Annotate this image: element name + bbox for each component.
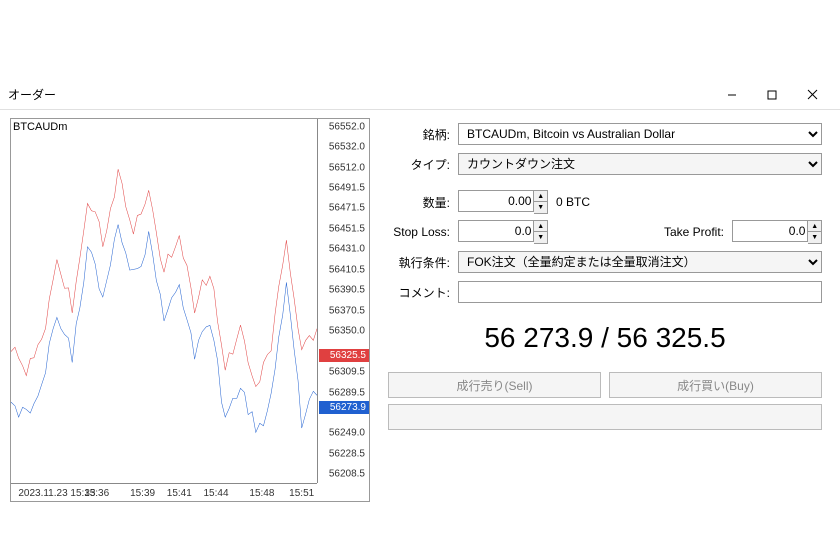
bottom-bar-button[interactable] [388, 404, 822, 430]
stop-loss-input[interactable] [458, 220, 534, 242]
comment-label: コメント: [388, 284, 458, 301]
volume-unit: 0 BTC [556, 195, 590, 209]
volume-down-button[interactable]: ▼ [534, 202, 547, 213]
price-chart: BTCAUDm 56552.056532.056512.056491.55647… [10, 118, 370, 502]
sl-up-button[interactable]: ▲ [534, 221, 547, 232]
ask-price-tag: 56325.5 [319, 349, 369, 362]
sell-button[interactable]: 成行売り(Sell) [388, 372, 601, 398]
execution-select[interactable]: FOK注文（全量約定または全量取消注文） [458, 251, 822, 273]
bid-ask-price-display: 56 273.9 / 56 325.5 [388, 322, 822, 354]
symbol-select[interactable]: BTCAUDm, Bitcoin vs Australian Dollar [458, 123, 822, 145]
volume-up-button[interactable]: ▲ [534, 191, 547, 202]
sl-label: Stop Loss: [388, 225, 458, 239]
chart-x-axis: 2023.11.23 15:3315:3615:3915:4115:4415:4… [11, 483, 317, 501]
order-form: 銘柄: BTCAUDm, Bitcoin vs Australian Dolla… [380, 118, 830, 502]
tp-label: Take Profit: [664, 225, 724, 239]
minimize-button[interactable] [712, 81, 752, 109]
order-type-select[interactable]: カウントダウン注文 [458, 153, 822, 175]
close-button[interactable] [792, 81, 832, 109]
tp-up-button[interactable]: ▲ [808, 221, 821, 232]
bid-price-tag: 56273.9 [319, 401, 369, 414]
window-title: オーダー [8, 86, 712, 103]
buy-button[interactable]: 成行買い(Buy) [609, 372, 822, 398]
maximize-button[interactable] [752, 81, 792, 109]
chart-symbol-label: BTCAUDm [13, 121, 67, 133]
volume-label: 数量: [388, 194, 458, 211]
chart-y-axis: 56552.056532.056512.056491.556471.556451… [317, 119, 369, 483]
sl-down-button[interactable]: ▼ [534, 232, 547, 243]
volume-input[interactable] [458, 190, 534, 212]
exec-label: 執行条件: [388, 254, 458, 271]
type-label: タイプ: [388, 156, 458, 173]
tp-down-button[interactable]: ▼ [808, 232, 821, 243]
symbol-label: 銘柄: [388, 126, 458, 143]
take-profit-input[interactable] [732, 220, 808, 242]
comment-input[interactable] [458, 281, 822, 303]
titlebar: オーダー [0, 80, 840, 110]
order-window: オーダー BTCAUDm 56552.056532.056512.056491.… [0, 0, 840, 560]
